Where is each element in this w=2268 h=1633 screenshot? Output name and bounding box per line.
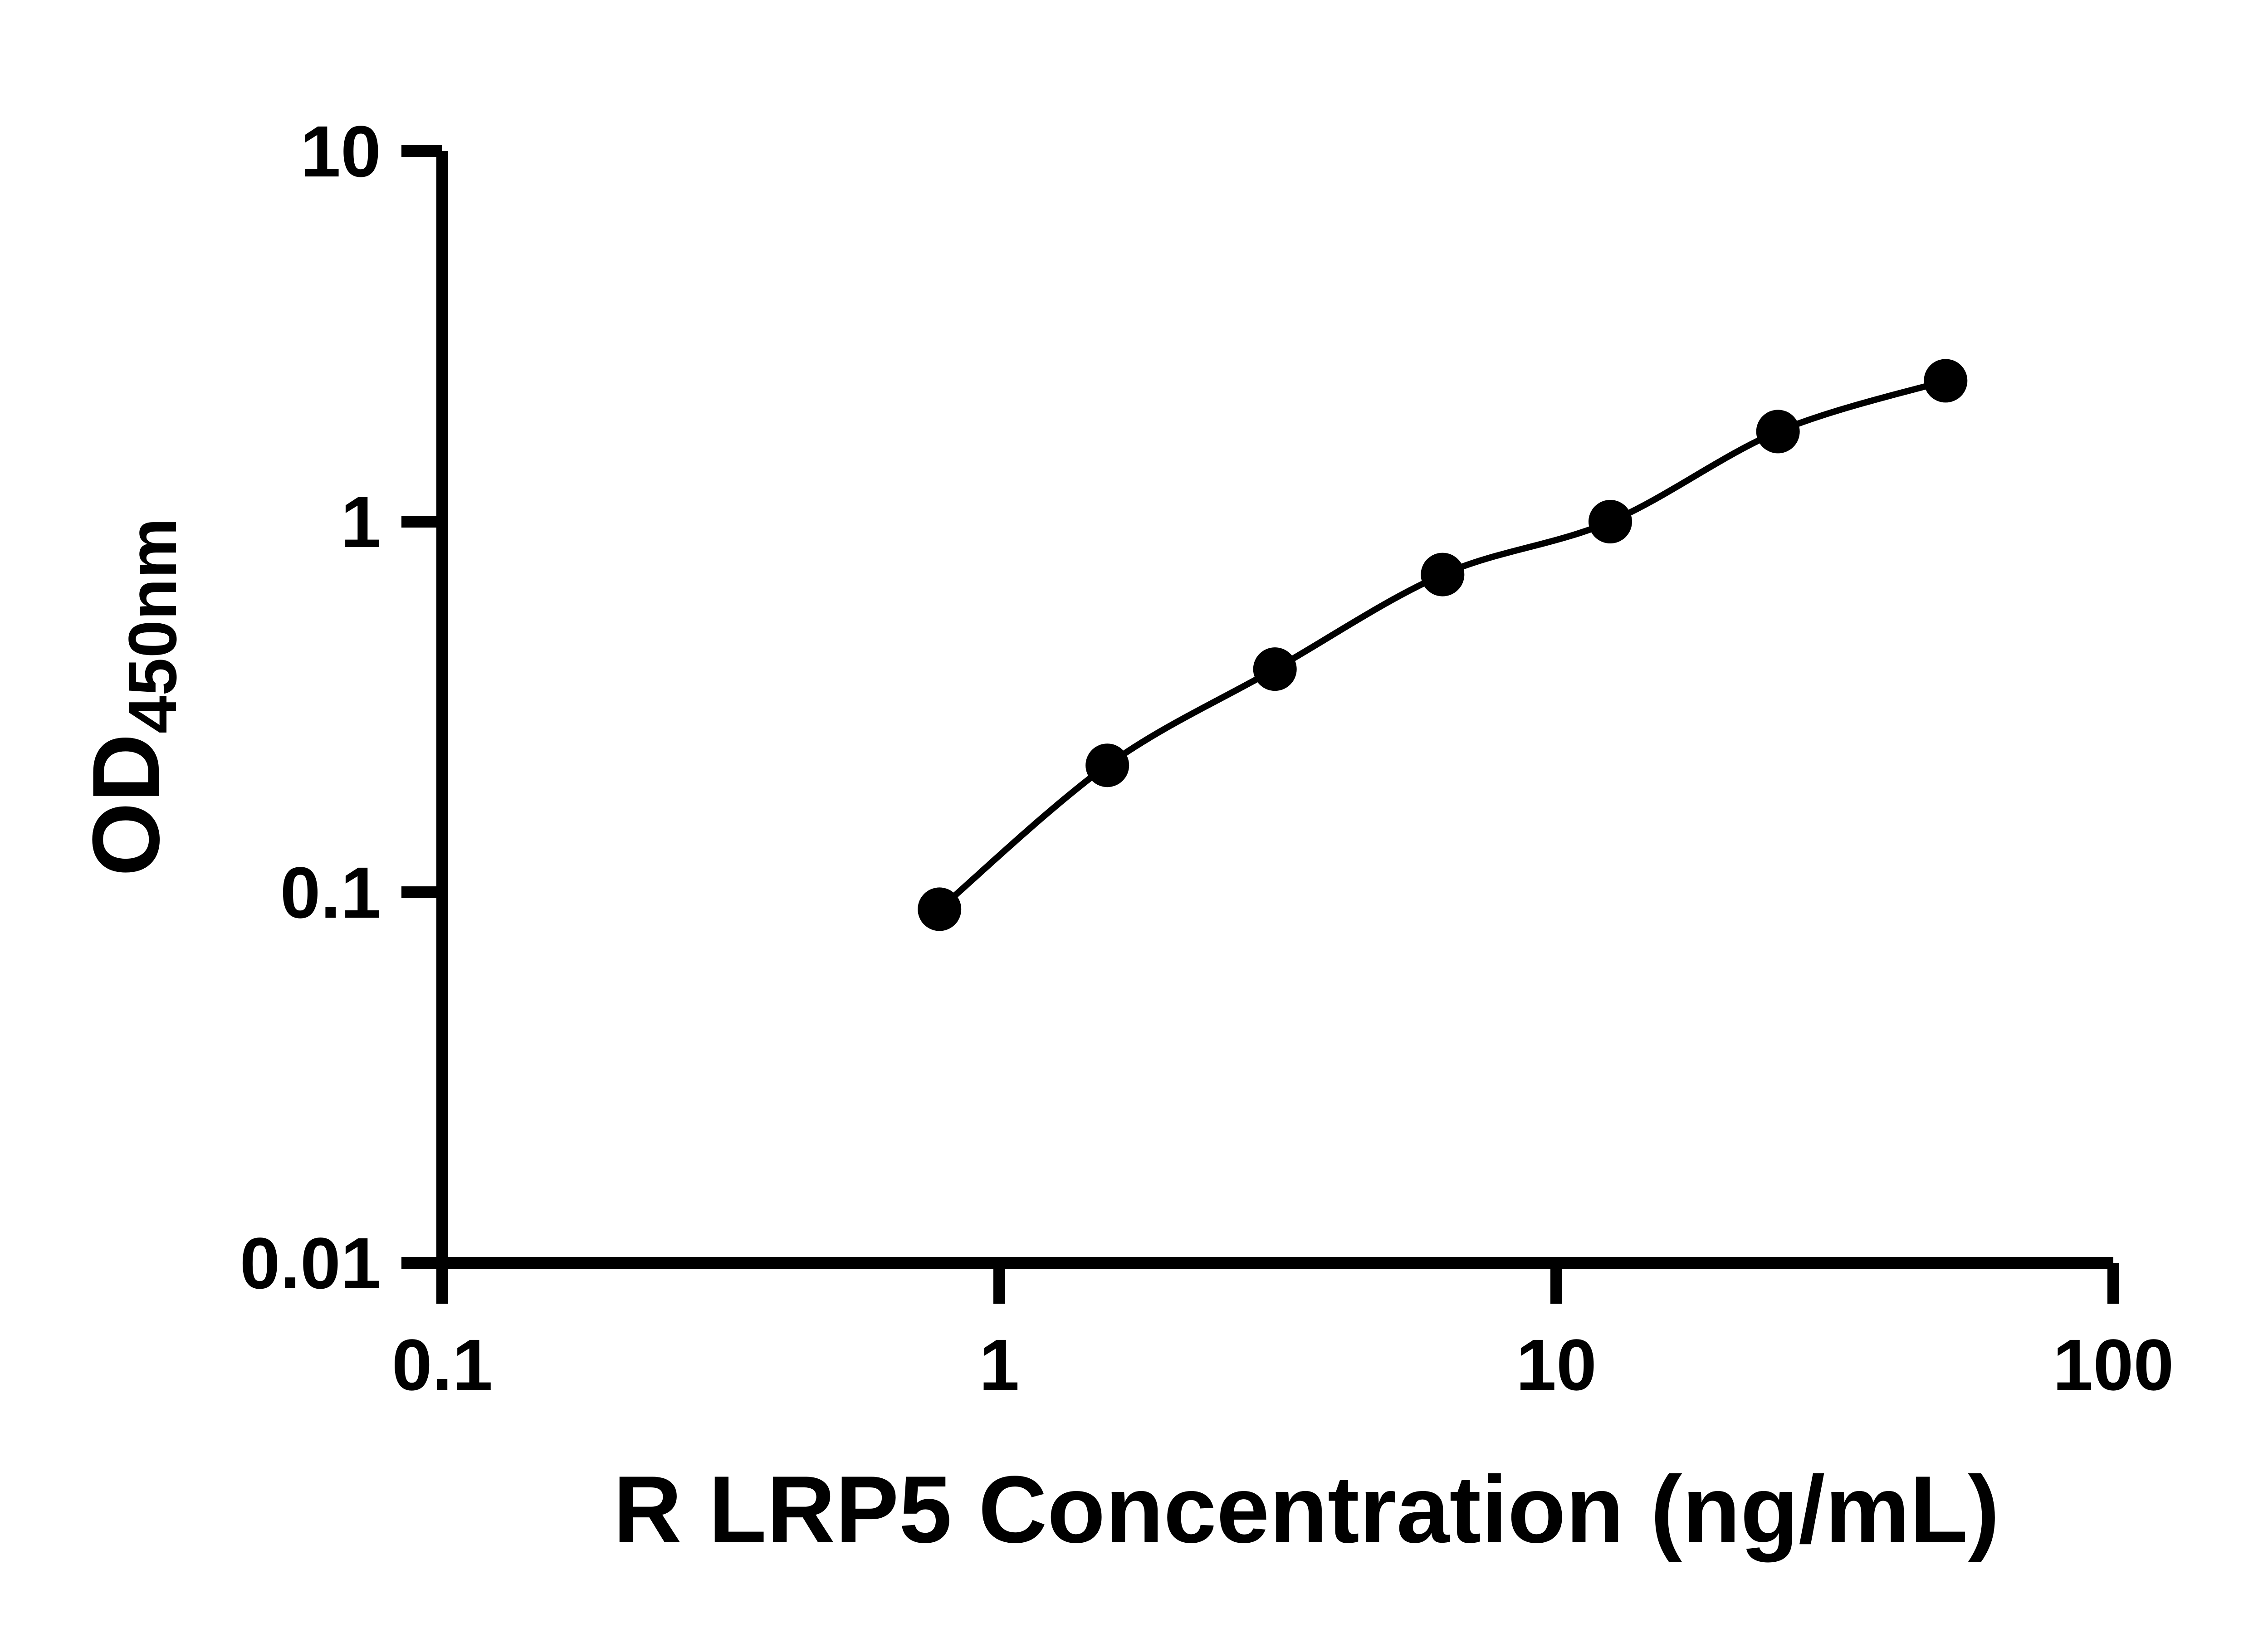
data-point (918, 887, 962, 931)
axes (436, 151, 2113, 1269)
data-points-group (918, 359, 1968, 931)
y-tick-label: 1 (341, 481, 381, 562)
data-point (1924, 359, 1968, 403)
data-point (1085, 743, 1129, 787)
y-tick-label: 0.01 (240, 1222, 381, 1304)
fit-curve (936, 377, 1949, 913)
data-point (1589, 500, 1632, 543)
y-tick-label: 0.1 (280, 852, 381, 933)
x-axis-title: R LRP5 Concentration (ng/mL) (613, 1456, 2000, 1563)
y-axis-title: OD450nm (73, 518, 191, 876)
data-point (1253, 647, 1297, 691)
x-tick-label: 1 (979, 1324, 1020, 1405)
data-point (1421, 552, 1465, 596)
y-axis-title-main: OD (73, 733, 179, 876)
tick-marks (401, 145, 2119, 1304)
fit-curve-group (936, 377, 1949, 913)
y-axis-title-subscript: 450nm (114, 518, 191, 733)
x-tick-label: 10 (1516, 1324, 1597, 1405)
data-point (1756, 410, 1800, 454)
y-tick-label: 10 (300, 111, 381, 192)
x-tick-label: 0.1 (392, 1324, 493, 1405)
x-tick-label: 100 (2053, 1324, 2174, 1405)
